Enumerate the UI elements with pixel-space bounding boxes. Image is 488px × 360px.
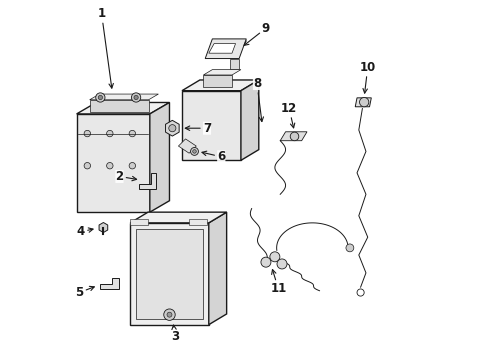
- Circle shape: [190, 148, 198, 156]
- Circle shape: [106, 162, 113, 169]
- Polygon shape: [89, 94, 158, 100]
- Polygon shape: [280, 132, 306, 141]
- Text: 12: 12: [281, 102, 297, 128]
- Circle shape: [276, 259, 286, 269]
- Circle shape: [192, 150, 196, 153]
- Polygon shape: [139, 173, 156, 189]
- Text: 6: 6: [202, 150, 225, 163]
- Polygon shape: [208, 212, 226, 325]
- Polygon shape: [178, 139, 196, 153]
- Circle shape: [98, 95, 102, 100]
- Polygon shape: [149, 103, 169, 212]
- Circle shape: [269, 252, 279, 262]
- Polygon shape: [89, 100, 148, 112]
- Polygon shape: [241, 80, 258, 160]
- Polygon shape: [77, 114, 149, 212]
- Text: 10: 10: [359, 61, 375, 93]
- Circle shape: [290, 132, 298, 141]
- Text: 8: 8: [252, 77, 263, 122]
- Text: 2: 2: [115, 170, 136, 183]
- Polygon shape: [354, 98, 370, 107]
- Text: 9: 9: [244, 22, 269, 45]
- Circle shape: [129, 162, 135, 169]
- Circle shape: [261, 257, 270, 267]
- Polygon shape: [130, 223, 208, 325]
- Polygon shape: [99, 222, 107, 233]
- Polygon shape: [182, 80, 258, 91]
- Circle shape: [84, 130, 90, 137]
- Polygon shape: [189, 219, 206, 225]
- Circle shape: [131, 93, 141, 102]
- Polygon shape: [130, 219, 148, 225]
- Polygon shape: [230, 59, 239, 69]
- Text: 7: 7: [185, 122, 211, 135]
- Circle shape: [134, 95, 138, 100]
- Text: 1: 1: [97, 8, 113, 88]
- Polygon shape: [130, 212, 226, 223]
- Polygon shape: [100, 278, 119, 289]
- Circle shape: [96, 93, 105, 102]
- Text: 11: 11: [270, 270, 286, 296]
- Polygon shape: [208, 44, 235, 53]
- Polygon shape: [165, 120, 179, 136]
- Circle shape: [84, 162, 90, 169]
- Circle shape: [106, 130, 113, 137]
- Polygon shape: [205, 39, 246, 59]
- Circle shape: [166, 312, 172, 317]
- Polygon shape: [203, 69, 241, 75]
- Circle shape: [345, 244, 353, 252]
- Circle shape: [129, 130, 135, 137]
- Circle shape: [359, 98, 368, 107]
- Text: 4: 4: [77, 225, 93, 238]
- Circle shape: [168, 125, 176, 132]
- Text: 5: 5: [75, 286, 94, 299]
- Text: 3: 3: [170, 325, 179, 343]
- Polygon shape: [182, 91, 241, 160]
- Polygon shape: [77, 103, 169, 114]
- Polygon shape: [203, 75, 231, 87]
- Polygon shape: [136, 229, 203, 319]
- Circle shape: [163, 309, 175, 320]
